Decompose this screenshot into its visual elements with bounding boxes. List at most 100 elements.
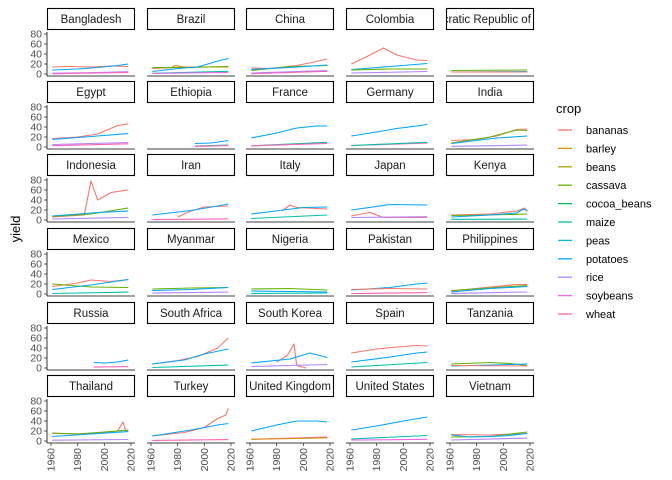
legend-item-label: bananas [586,125,629,137]
series-line-cassava [52,429,129,435]
series-line-potatoes [52,210,129,217]
legend: crop bananas barley beans cassava cocoa_bean… [556,101,652,321]
legend-item: peas [558,235,610,247]
series-line-maize [251,214,328,220]
y-tick-label: 40 [30,122,42,134]
facet-strip [245,301,335,325]
y-tick-label: 80 [30,29,42,41]
x-tick-label: 1960 [46,448,58,472]
facet-title: Pakistan [368,234,412,246]
facet-strip [445,374,535,398]
facet-strip [146,374,236,398]
facet-strip [345,7,435,31]
facet-title: Brazil [177,14,206,26]
facet-title: South Korea [258,308,323,320]
facet-strip [146,80,236,104]
legend-item: potatoes [558,254,629,266]
series-line-rice [52,141,129,146]
facet-panel: Italy [245,153,335,223]
series-line-potatoes [52,63,129,71]
series-line-potatoes [251,206,328,215]
facet-title: Turkey [174,381,209,393]
series-line-wheat [152,218,229,221]
y-tick-label: 0 [36,289,42,301]
facet-strip [245,153,335,177]
facet-strip [46,374,136,398]
facet-title: Myanmar [167,234,215,246]
facet-strip [245,227,335,251]
y-tick-label: 40 [30,269,42,281]
facet-panel: Japan [345,153,435,223]
x-tick-label: 2000 [298,448,310,472]
facet-strip [46,301,136,325]
y-tick-label: 80 [30,249,42,261]
series-line-wheat [152,439,229,441]
facet-panel: Brazil [146,7,236,77]
y-tick-label: 80 [30,396,42,408]
x-tick-label: 2020 [325,448,337,472]
y-tick-label: 60 [30,185,42,197]
x-tick-label: 1960 [445,448,457,472]
series-line-bananas [451,364,528,367]
series-line-bananas [52,180,129,218]
facet-title: Mexico [73,234,109,246]
facet-strip [345,227,435,251]
facet-panel: Kenya [445,153,535,223]
series-line-cassava [52,283,129,289]
series-line-bananas [152,408,229,437]
series-line-cassava [451,129,528,144]
facet-panel: South Korea [245,301,335,371]
x-tick-label: 1960 [345,448,357,472]
facet-strip [445,301,535,325]
series-line-potatoes [194,139,229,145]
facet-title: Philippines [462,234,518,246]
legend-item: barley [558,143,616,155]
facet-strip [345,153,435,177]
series-line-wheat [194,145,229,147]
series-line-wheat [251,70,328,75]
series-line-bananas [276,343,307,369]
facet-strip [146,301,236,325]
legend-item: wheat [558,309,615,321]
facet-panel: France [245,80,335,150]
facet-panel: Vietnam 1960 1980 2000 2020 [445,374,537,472]
legend-item: maize [558,217,615,229]
series-line-maize [351,141,428,147]
series-line-potatoes [52,278,129,291]
series-line-cassava [351,68,428,71]
series-line-potatoes [152,348,229,365]
facet-title: Democratic Republic of Congo [412,14,568,26]
facet-title: South Africa [160,308,223,320]
y-tick-label: 60 [30,112,42,124]
series-line-rice [451,291,528,294]
series-line-potatoes [451,135,528,145]
x-tick-label: 1980 [271,448,283,472]
facet-panel: Nigeria [245,227,335,297]
facet-panel: Ethiopia [146,80,236,150]
series-line-bananas [281,204,328,212]
x-tick-label: 2020 [126,448,138,472]
y-tick-label: 80 [30,175,42,187]
y-tick-label: 40 [30,416,42,428]
series-line-bananas [451,207,528,216]
series-line-potatoes [251,125,328,139]
facet-strip [245,374,335,398]
y-tick-label: 20 [30,205,42,217]
y-tick-label: 20 [30,426,42,438]
series-line-potatoes [52,132,129,141]
x-tick-label: 2000 [498,448,510,472]
y-tick-label: 0 [36,69,42,81]
legend-item: rice [558,272,604,284]
series-line-wheat [52,71,129,75]
series-line-potatoes [251,352,328,364]
x-tick-label: 1980 [172,448,184,472]
x-tick-label: 2020 [226,448,238,472]
legend-title: crop [556,101,581,116]
series-line-bananas [52,65,129,68]
series-line-potatoes [52,430,129,438]
